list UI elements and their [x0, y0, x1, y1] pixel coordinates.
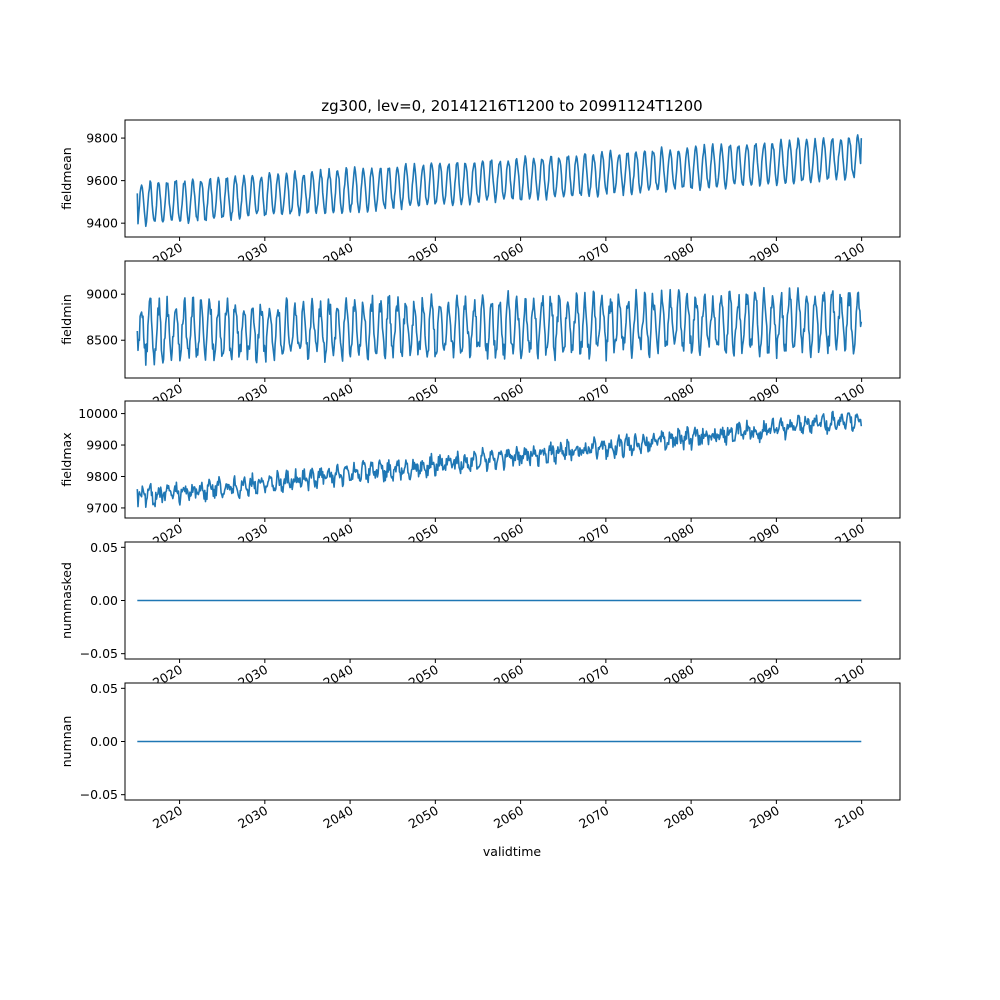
panel-fieldmax: 9700 9800 9900 10000 fieldmax 2020 2030 2040 205…	[59, 400, 901, 550]
fieldmean-y-axis-label: fieldmean	[59, 147, 74, 209]
fieldmin-ytick-label: 9000	[86, 287, 118, 302]
nummasked-xtick-label: 2030	[235, 662, 270, 691]
fieldmin-xtick-label: 2090	[747, 381, 782, 410]
fieldmax-xtick-label: 2070	[576, 521, 611, 550]
numnan-ytick-label: 0.00	[90, 734, 118, 749]
numnan-x-ticks: 2020 2030 2040 2050 2060 2070 2080 2090 2100	[150, 803, 867, 832]
fieldmean-xtick-label: 2030	[235, 240, 270, 269]
numnan-xtick-label: 2100	[832, 803, 867, 832]
fieldmin-xtick-label: 2020	[150, 381, 185, 410]
fieldmean-xtick-label: 2100	[832, 240, 867, 269]
fieldmean-ytick-label: 9400	[86, 216, 118, 231]
fieldmax-xtick-label: 2080	[662, 521, 697, 550]
fieldmax-xtick-label: 2060	[491, 521, 526, 550]
fieldmean-xtick-label: 2070	[576, 240, 611, 269]
numnan-xtick-label: 2040	[321, 803, 356, 832]
nummasked-xtick-label: 2060	[491, 662, 526, 691]
numnan-xtick-label: 2070	[576, 803, 611, 832]
panel-fieldmin: 8500 9000 fieldmin 2020 2030 2040 2050 2060 2070…	[59, 260, 901, 410]
fieldmax-y-axis-label: fieldmax	[59, 432, 74, 486]
fieldmax-xtick-label: 2020	[150, 521, 185, 550]
fieldmax-axes-frame	[124, 400, 901, 519]
nummasked-xtick-label: 2090	[747, 662, 782, 691]
fieldmax-ytick-label: 9900	[86, 438, 118, 453]
numnan-xtick-label: 2020	[150, 803, 185, 832]
nummasked-ytick-label: −0.05	[80, 646, 118, 661]
fieldmin-y-axis-label: fieldmin	[59, 294, 74, 345]
fieldmax-xtick-label: 2090	[747, 521, 782, 550]
panel-fieldmean: 9400 9600 9800 fieldmean 2020 2030 2040 2050 206…	[59, 119, 901, 269]
fieldmin-ytick-label: 8500	[86, 333, 118, 348]
fieldmean-xtick-label: 2080	[662, 240, 697, 269]
numnan-xtick-label: 2090	[747, 803, 782, 832]
fieldmean-series-line	[136, 134, 863, 228]
fieldmax-x-ticks: 2020 2030 2040 2050 2060 2070 2080 2090 2100	[150, 521, 867, 550]
fieldmin-xtick-label: 2070	[576, 381, 611, 410]
fieldmean-xtick-label: 2090	[747, 240, 782, 269]
fieldmin-xtick-label: 2060	[491, 381, 526, 410]
numnan-xtick-label: 2080	[662, 803, 697, 832]
fieldmax-xtick-label: 2040	[321, 521, 356, 550]
fieldmax-ytick-label: 9700	[86, 500, 118, 515]
fieldmin-xtick-label: 2080	[662, 381, 697, 410]
numnan-xtick-label: 2060	[491, 803, 526, 832]
fieldmin-series-line	[136, 286, 863, 366]
fieldmin-xtick-label: 2040	[321, 381, 356, 410]
fieldmean-xtick-label: 2060	[491, 240, 526, 269]
nummasked-ytick-label: 0.00	[90, 593, 118, 608]
nummasked-x-ticks: 2020 2030 2040 2050 2060 2070 2080 2090 2100	[150, 662, 867, 691]
fieldmin-axes-frame	[124, 260, 901, 379]
nummasked-xtick-label: 2100	[832, 662, 867, 691]
nummasked-xtick-label: 2020	[150, 662, 185, 691]
fieldmean-axes-frame	[124, 119, 901, 238]
numnan-ytick-label: −0.05	[80, 787, 118, 802]
fieldmin-xtick-label: 2030	[235, 381, 270, 410]
chart-title: zg300, lev=0, 20141216T1200 to 20991124T…	[321, 97, 702, 115]
fieldmin-xtick-label: 2100	[832, 381, 867, 410]
fieldmean-xtick-label: 2040	[321, 240, 356, 269]
x-axis-label: validtime	[483, 844, 541, 859]
nummasked-xtick-label: 2070	[576, 662, 611, 691]
fieldmean-x-ticks: 2020 2030 2040 2050 2060 2070 2080 2090 2100	[150, 240, 867, 269]
fieldmax-ytick-label: 9800	[86, 469, 118, 484]
numnan-y-axis-label: numnan	[59, 716, 74, 768]
fieldmean-ytick-label: 9600	[86, 173, 118, 188]
fieldmin-xtick-label: 2050	[406, 381, 441, 410]
fieldmean-ytick-label: 9800	[86, 131, 118, 146]
nummasked-xtick-label: 2040	[321, 662, 356, 691]
nummasked-xtick-label: 2050	[406, 662, 441, 691]
nummasked-xtick-label: 2080	[662, 662, 697, 691]
fieldmean-xtick-label: 2050	[406, 240, 441, 269]
numnan-ytick-label: 0.05	[90, 681, 118, 696]
fieldmax-xtick-label: 2050	[406, 521, 441, 550]
fieldmax-series-line	[136, 410, 863, 508]
nummasked-y-axis-label: nummasked	[59, 562, 74, 639]
fieldmax-xtick-label: 2100	[832, 521, 867, 550]
numnan-xtick-label: 2050	[406, 803, 441, 832]
fieldmax-xtick-label: 2030	[235, 521, 270, 550]
numnan-xtick-label: 2030	[235, 803, 270, 832]
fieldmean-xtick-label: 2020	[150, 240, 185, 269]
fieldmax-ytick-label: 10000	[78, 406, 118, 421]
fieldmin-x-ticks: 2020 2030 2040 2050 2060 2070 2080 2090 2100	[150, 381, 867, 410]
nummasked-ytick-label: 0.05	[90, 540, 118, 555]
